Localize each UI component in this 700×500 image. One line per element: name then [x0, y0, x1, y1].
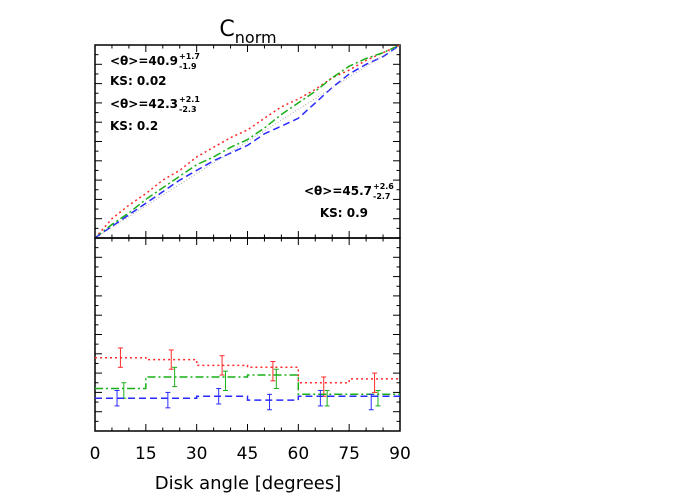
error-bar-blue: [317, 389, 323, 407]
bottom-panel: [94, 237, 401, 432]
annotation-theta-upper-error: +2.1: [179, 95, 200, 104]
chart-title: Cnorm: [219, 17, 276, 47]
chart-title-main: C: [219, 17, 234, 42]
bottom-panel-series: [95, 347, 400, 411]
annotation-ks: KS: 0.02: [110, 74, 167, 88]
x-tick-label: 15: [135, 444, 157, 464]
error-bar-blue: [165, 391, 171, 409]
error-bar-green: [375, 389, 381, 407]
error-bar-red: [168, 349, 174, 370]
histogram-step-red: [95, 356, 400, 384]
top-panel-annotations: <θ>=40.9 +1.7-1.9 KS: 0.02 <θ>=42.3 +2.1-2.3…: [110, 52, 394, 220]
annotation-theta: <θ>=45.7: [304, 184, 372, 198]
annotation-0: <θ>=40.9 +1.7-1.9 KS: 0.02: [110, 52, 200, 88]
error-bar-red: [270, 361, 276, 382]
annotation-ks: KS: 0.2: [110, 119, 158, 133]
x-tick-label: 60: [288, 444, 310, 464]
annotation-theta-upper-error: +1.7: [179, 52, 200, 61]
error-bar-green: [222, 370, 228, 391]
histogram-step-blue: [95, 395, 400, 401]
error-bar-blue: [267, 393, 273, 411]
annotation-1: <θ>=42.3 +2.1-2.3 KS: 0.2: [110, 95, 200, 133]
bottom-panel-frame: [94, 237, 401, 432]
x-axis-tick-labels: 0 15 30 45 60 75 90: [90, 444, 411, 464]
cumulative-line-green: [94, 44, 401, 239]
annotation-theta: <θ>=42.3: [110, 97, 178, 111]
top-panel-series: [94, 44, 401, 239]
histogram-step-green: [95, 374, 400, 396]
error-bar-green: [273, 368, 279, 390]
annotation-theta-lower-error: -1.9: [179, 62, 197, 71]
annotation-theta: <θ>=40.9: [110, 54, 178, 68]
annotation-theta-upper-error: +2.6: [373, 182, 394, 191]
top-panel-ticks: [94, 45, 401, 238]
x-tick-label: 75: [338, 444, 360, 464]
annotation-theta-lower-error: -2.3: [179, 105, 197, 114]
error-bar-blue: [368, 393, 374, 411]
annotation-theta-lower-error: -2.7: [373, 192, 391, 201]
cumulative-line-red: [94, 44, 401, 239]
x-tick-label: 45: [237, 444, 259, 464]
error-bar-blue: [216, 388, 222, 405]
x-tick-label: 90: [389, 444, 411, 464]
x-axis-label: Disk angle [degrees]: [155, 473, 342, 494]
error-bar-green: [172, 366, 178, 388]
top-panel: <θ>=40.9 +1.7-1.9 KS: 0.02 <θ>=42.3 +2.1-2.3…: [94, 44, 401, 239]
bottom-panel-ticks: [94, 238, 401, 431]
error-bar-red: [372, 372, 378, 393]
cumulative-line-gray: [94, 44, 401, 239]
error-bar-blue: [114, 389, 120, 407]
error-bar-green: [324, 389, 330, 407]
error-bar-green: [121, 382, 127, 399]
x-tick-label: 0: [90, 444, 101, 464]
cumulative-line-blue: [94, 44, 401, 239]
error-bar-red: [117, 347, 123, 368]
chart-title-subscript: norm: [235, 28, 277, 47]
x-tick-label: 30: [186, 444, 208, 464]
error-bar-red: [219, 355, 225, 376]
error-bar-red: [321, 376, 327, 397]
annotation-2: <θ>=45.7 +2.6-2.7 KS: 0.9: [304, 182, 394, 220]
annotation-ks: KS: 0.9: [320, 206, 368, 220]
